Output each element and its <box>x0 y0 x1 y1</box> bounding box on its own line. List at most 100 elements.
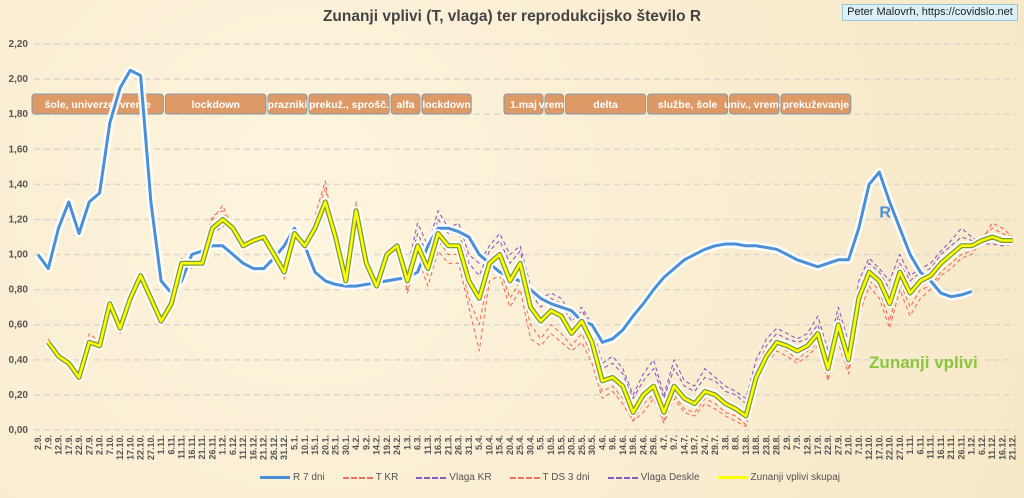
legend-label: Vlaga KR <box>449 472 492 483</box>
x-tick-label: 15.1. <box>310 435 320 455</box>
y-tick-label: 0,40 <box>9 355 29 366</box>
y-tick-label: 1,80 <box>9 109 29 120</box>
legend-item: R 7 dni <box>260 472 325 483</box>
x-tick-label: 30.4. <box>525 435 535 455</box>
x-tick-label: 2.10. <box>844 435 854 455</box>
x-tick-label: 1.11. <box>905 435 915 455</box>
period-label-box <box>308 93 390 115</box>
legend-swatch <box>416 476 447 479</box>
x-tick-label: 2.9. <box>33 435 43 450</box>
x-tick-label: 29.6. <box>649 435 659 455</box>
x-tick-label: 26.11. <box>956 435 966 460</box>
x-tick-label: 16.12. <box>248 435 258 460</box>
x-tick-label: 31.3. <box>464 435 474 455</box>
x-tick-label: 14.7. <box>679 435 689 455</box>
x-tick-label: 10.4. <box>484 435 494 455</box>
period-label-box <box>565 93 647 115</box>
legend-swatch <box>342 476 373 479</box>
x-tick-label: 16.11. <box>936 435 946 460</box>
period-label: 1.maj <box>503 93 544 115</box>
x-tick-label: 3.8. <box>720 435 730 450</box>
x-tick-label: 25.1. <box>331 435 341 455</box>
author-credit: Peter Malovrh, https://covidslo.net <box>842 4 1018 21</box>
x-tick-label: 30.5. <box>587 435 597 455</box>
y-tick-label: 0,60 <box>9 320 29 331</box>
x-tick-label: 22.9. <box>823 435 833 455</box>
x-tick-label: 12.10. <box>864 435 874 460</box>
x-tick-label: 1.12. <box>218 435 228 455</box>
period-label-text: univ., vreme <box>724 99 785 111</box>
x-tick-label: 13.8. <box>741 435 751 455</box>
x-tick-label: 25.5. <box>577 435 587 455</box>
x-tick-label: 9.6. <box>608 435 618 450</box>
x-tick-label: 4.7. <box>659 435 669 450</box>
period-label: prekuževanje <box>780 93 852 115</box>
period-label-text: prekuž., sprošč. <box>309 99 389 111</box>
x-tick-label: 20.5. <box>567 435 577 455</box>
legend-item: T DS 3 dni <box>509 472 590 483</box>
x-tick-label: 17.10. <box>874 435 884 460</box>
x-tick-label: 16.12. <box>997 435 1007 460</box>
period-label: univ., vreme <box>724 93 785 115</box>
x-tick-label: 21.12. <box>259 435 269 460</box>
x-tick-label: 12.9. <box>54 435 64 455</box>
x-tick-label: 22.10. <box>136 435 146 460</box>
x-tick-label: 21.11. <box>197 435 207 460</box>
x-tick-label: 7.9. <box>43 435 53 450</box>
period-label-box <box>390 93 421 115</box>
x-tick-label: 6.11. <box>166 435 176 455</box>
x-tick-label: 18.8. <box>751 435 761 455</box>
period-label-box <box>729 93 780 115</box>
y-tick-label: 0,80 <box>9 285 29 296</box>
x-tick-label: 24.2. <box>392 435 402 455</box>
period-label: službe, šole <box>647 93 729 115</box>
x-tick-label: 4.2. <box>351 435 361 450</box>
x-tick-label: 26.3. <box>454 435 464 455</box>
x-tick-label: 24.6. <box>638 435 648 455</box>
period-label-box <box>267 93 308 115</box>
legend-label: R 7 dni <box>293 472 325 483</box>
y-tick-label: 1,20 <box>9 214 29 225</box>
x-tick-label: 15.4. <box>495 435 505 455</box>
period-label: prazniki <box>267 93 308 115</box>
legend-swatch <box>260 476 290 479</box>
period-label-text: prazniki <box>268 99 308 111</box>
x-tick-label: 7.10. <box>854 435 864 455</box>
x-tick-label: 17.10. <box>125 435 135 460</box>
x-tick-label: 4.6. <box>597 435 607 450</box>
period-label-box <box>780 93 852 115</box>
annotation-label: Zunanji vplivi <box>869 353 978 372</box>
period-label: vreme <box>539 93 570 115</box>
x-tick-label: 22.10. <box>885 435 895 460</box>
x-tick-label: 9.7. <box>669 435 679 450</box>
x-tick-label: 11.11. <box>926 435 936 459</box>
period-label-box <box>421 93 472 115</box>
x-tick-label: 21.3. <box>443 435 453 455</box>
period-label-text: prekuževanje <box>783 99 850 111</box>
period-label-text: šole, univerze, vreme <box>45 99 151 111</box>
x-tick-label: 5.5. <box>536 435 546 450</box>
period-label-box <box>503 93 544 115</box>
annotation-label: R <box>879 204 891 221</box>
x-tick-label: 20.1. <box>320 435 330 455</box>
x-tick-label: 19.2. <box>382 435 392 455</box>
y-tick-label: 0,00 <box>9 425 29 436</box>
legend-item: T KR <box>342 472 398 483</box>
period-label: alfa <box>390 93 421 115</box>
x-tick-label: 29.7. <box>710 435 720 455</box>
x-tick-label: 28.8. <box>772 435 782 455</box>
y-tick-label: 2,00 <box>9 74 29 85</box>
period-label: lockdown <box>164 93 267 115</box>
x-tick-label: 25.4. <box>515 435 525 455</box>
x-tick-label: 12.10. <box>115 435 125 460</box>
x-tick-label: 21.12. <box>1008 435 1018 460</box>
x-tick-label: 27.9. <box>833 435 843 455</box>
x-tick-label: 8.8. <box>731 435 741 450</box>
x-tick-label: 9.2. <box>361 435 371 450</box>
x-tick-label: 16.11. <box>187 435 197 460</box>
period-label-box <box>164 93 267 115</box>
x-tick-label: 27.10. <box>146 435 156 460</box>
x-tick-label: 6.11. <box>915 435 925 455</box>
x-tick-label: 26.12. <box>269 435 279 460</box>
x-tick-label: 15.5. <box>556 435 566 455</box>
